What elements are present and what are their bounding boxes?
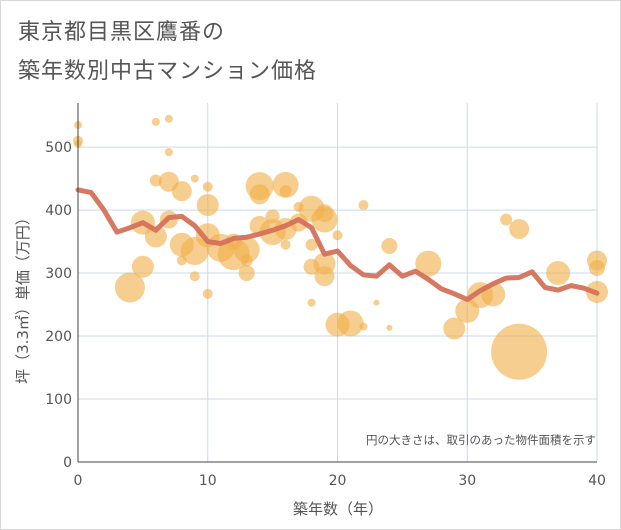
bubble-point <box>189 271 200 282</box>
bubble-point <box>131 255 154 278</box>
bubble-point <box>149 174 162 187</box>
chart-title-line-1: 東京都目黒区鷹番の <box>18 20 226 45</box>
bubble-point <box>272 171 299 198</box>
bubble-point <box>305 238 318 251</box>
x-tick-label: 10 <box>199 473 217 489</box>
bubble-point <box>202 181 213 192</box>
bubble-point <box>373 299 380 306</box>
bubble-point <box>358 200 369 211</box>
bubble-point <box>164 114 173 123</box>
bubble-point <box>238 265 255 282</box>
axes <box>77 103 597 463</box>
bubble-point <box>280 239 291 250</box>
bubble-point <box>589 260 605 277</box>
bubble-point <box>386 324 393 331</box>
y-tick-label: 0 <box>63 455 72 471</box>
bubble-point <box>500 213 513 226</box>
chart-title-line-2: 築年数別中古マンション価格 <box>18 59 318 84</box>
bubble-point <box>443 317 466 340</box>
x-tick-label: 30 <box>458 473 476 489</box>
bubble-point <box>249 184 270 205</box>
y-axis-label: 坪（3.3㎡）単価（万円） <box>14 210 32 384</box>
x-tick-label: 0 <box>74 473 83 489</box>
bubble-point <box>151 117 160 126</box>
bubble-size-note: 円の大きさは、取引のあった物件面積を示す <box>366 433 596 447</box>
bubble-layer <box>73 114 608 380</box>
bubble-point <box>240 254 253 267</box>
x-axis-label: 築年数（年） <box>293 500 383 518</box>
bubble-point <box>202 288 213 299</box>
y-tick-label: 400 <box>45 203 72 219</box>
bubble-point <box>190 174 199 183</box>
bubble-point <box>171 181 192 202</box>
y-tick-label: 200 <box>45 329 72 345</box>
bubble-point <box>144 225 167 248</box>
bubble-point <box>315 204 334 223</box>
bubble-point <box>337 310 364 337</box>
x-tick-label: 20 <box>329 473 347 489</box>
bubble-point <box>314 266 335 287</box>
bubble-point <box>509 218 530 239</box>
bubble-point <box>415 250 442 277</box>
average-price-line <box>75 187 600 302</box>
bubble-point <box>233 236 260 263</box>
y-tick-label: 300 <box>45 266 72 282</box>
bubble-point <box>265 209 280 224</box>
x-tick-label: 40 <box>588 473 606 489</box>
bubble-point <box>164 148 173 157</box>
bubble-point <box>307 298 316 307</box>
bubble-point <box>279 185 292 198</box>
average-line-layer <box>75 187 600 302</box>
bubble-point <box>196 194 219 217</box>
bubble-point <box>114 272 145 303</box>
bubble-point <box>359 322 368 331</box>
y-tick-label: 500 <box>45 140 72 156</box>
bubble-point <box>546 261 571 286</box>
grid-lines <box>78 103 598 462</box>
bubble-point <box>381 237 398 254</box>
y-tick-label: 100 <box>45 392 72 408</box>
bubble-point <box>332 230 343 241</box>
bubble-point <box>491 323 548 380</box>
